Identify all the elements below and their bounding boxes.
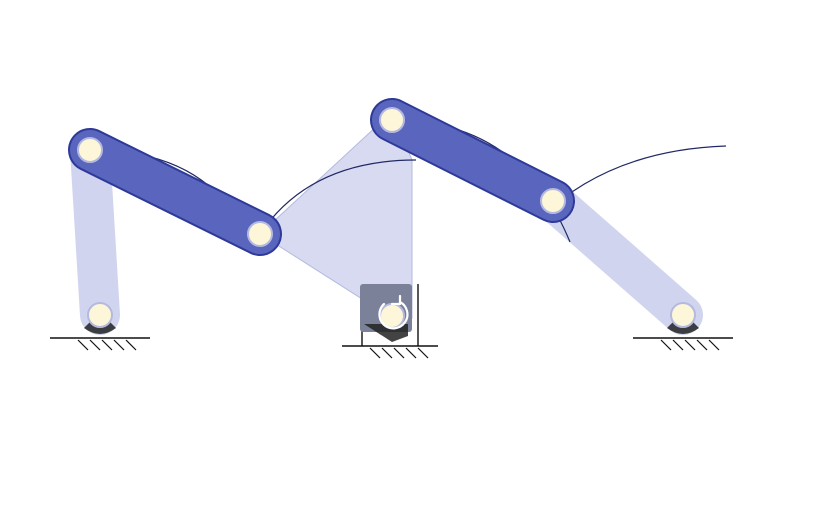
active-link-left bbox=[70, 130, 280, 254]
output-link-right bbox=[533, 181, 703, 335]
ground-link-left bbox=[70, 130, 120, 335]
motor-drive[interactable] bbox=[360, 284, 412, 342]
joint-left-top[interactable] bbox=[77, 137, 103, 163]
joint-left-mid[interactable] bbox=[247, 221, 273, 247]
joint-left-ground[interactable] bbox=[87, 302, 113, 328]
ground-hatch-icon bbox=[50, 337, 150, 351]
joint-top-right[interactable] bbox=[379, 107, 405, 133]
joint-right-ground[interactable] bbox=[670, 302, 696, 328]
ground-hatch-icon bbox=[633, 337, 733, 351]
rotate-icon bbox=[378, 294, 409, 330]
ground-hatch-icon bbox=[342, 284, 438, 359]
active-link-right bbox=[372, 100, 573, 221]
joint-right-mid[interactable] bbox=[540, 188, 566, 214]
